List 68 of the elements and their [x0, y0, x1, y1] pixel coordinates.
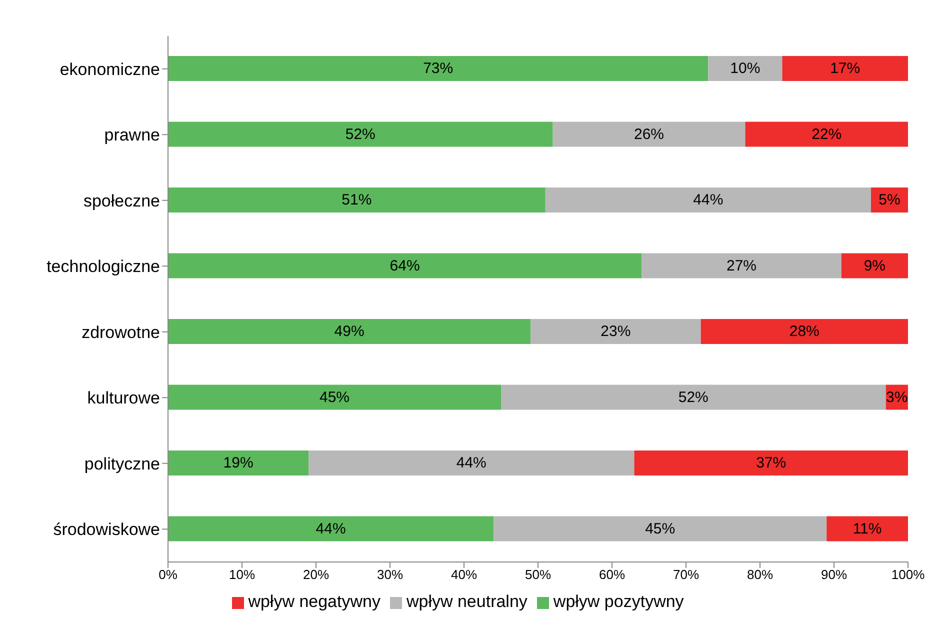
bar: [642, 253, 842, 278]
bar: [700, 319, 908, 344]
data-label: 27%: [726, 257, 757, 274]
bar: [168, 450, 309, 476]
bar: [826, 516, 908, 542]
x-tick-label: 70%: [672, 567, 700, 582]
x-tick-label: 80%: [746, 567, 774, 582]
data-label: 49%: [334, 323, 364, 340]
bar: [308, 450, 634, 476]
legend-label: wpływ neutralny: [406, 592, 528, 611]
x-tick-label: 10%: [228, 567, 256, 582]
y-tick-label: zdrowotne: [82, 322, 160, 342]
y-tick-label: kulturowe: [87, 388, 160, 408]
x-tick-label: 50%: [524, 567, 552, 582]
data-label: 22%: [812, 126, 842, 143]
data-label: 64%: [390, 257, 420, 274]
bar: [168, 188, 546, 212]
bar: [545, 188, 871, 212]
bar: [745, 122, 908, 147]
x-tick-label: 30%: [376, 567, 404, 582]
bar: [552, 122, 746, 147]
data-label: 51%: [342, 192, 372, 208]
x-tick-label: 40%: [450, 567, 478, 582]
data-label: 37%: [756, 454, 786, 472]
data-label: 19%: [223, 454, 254, 472]
bar: [168, 56, 708, 81]
x-tick-label: 0%: [158, 567, 178, 582]
data-label: 52%: [678, 388, 708, 406]
y-tick-label: prawne: [104, 126, 160, 145]
bar: [841, 253, 908, 278]
y-tick-label: technologiczne: [46, 257, 160, 276]
y-tick-label: środowiskowe: [53, 520, 160, 540]
data-label: 73%: [423, 60, 454, 77]
legend-label: wpływ pozytywny: [553, 592, 684, 611]
bar: [782, 56, 908, 81]
data-label: 45%: [645, 520, 676, 538]
x-tick-label: 60%: [598, 567, 626, 582]
data-label: 44%: [456, 454, 486, 472]
bar: [168, 516, 494, 542]
data-label: 3%: [886, 388, 908, 406]
data-label: 9%: [864, 257, 886, 274]
bar: [494, 516, 827, 542]
data-label: 10%: [730, 60, 760, 77]
bar: [168, 122, 553, 147]
y-tick-label: ekonomiczne: [60, 60, 160, 79]
data-label: 44%: [693, 192, 724, 208]
data-label: 5%: [878, 192, 900, 208]
bar: [501, 384, 886, 410]
bar: [530, 319, 701, 344]
bar: [168, 253, 642, 278]
data-label: 45%: [319, 388, 350, 406]
bar: [708, 56, 782, 81]
data-label: 26%: [634, 126, 664, 143]
y-tick-label: społeczne: [83, 191, 160, 210]
x-tick-label: 100%: [891, 567, 926, 582]
data-label: 28%: [789, 323, 820, 340]
bar: [634, 450, 908, 476]
bar: [168, 384, 501, 410]
data-label: 23%: [600, 323, 631, 340]
bar: [168, 319, 531, 344]
data-label: 17%: [830, 60, 860, 77]
data-label: 52%: [345, 126, 376, 143]
legend-label: wpływ negatywny: [248, 592, 380, 611]
y-tick-label: polityczne: [84, 454, 160, 474]
data-label: 44%: [316, 520, 346, 538]
x-tick-label: 90%: [820, 567, 848, 582]
data-label: 11%: [852, 520, 882, 538]
x-tick-label: 20%: [302, 567, 330, 582]
